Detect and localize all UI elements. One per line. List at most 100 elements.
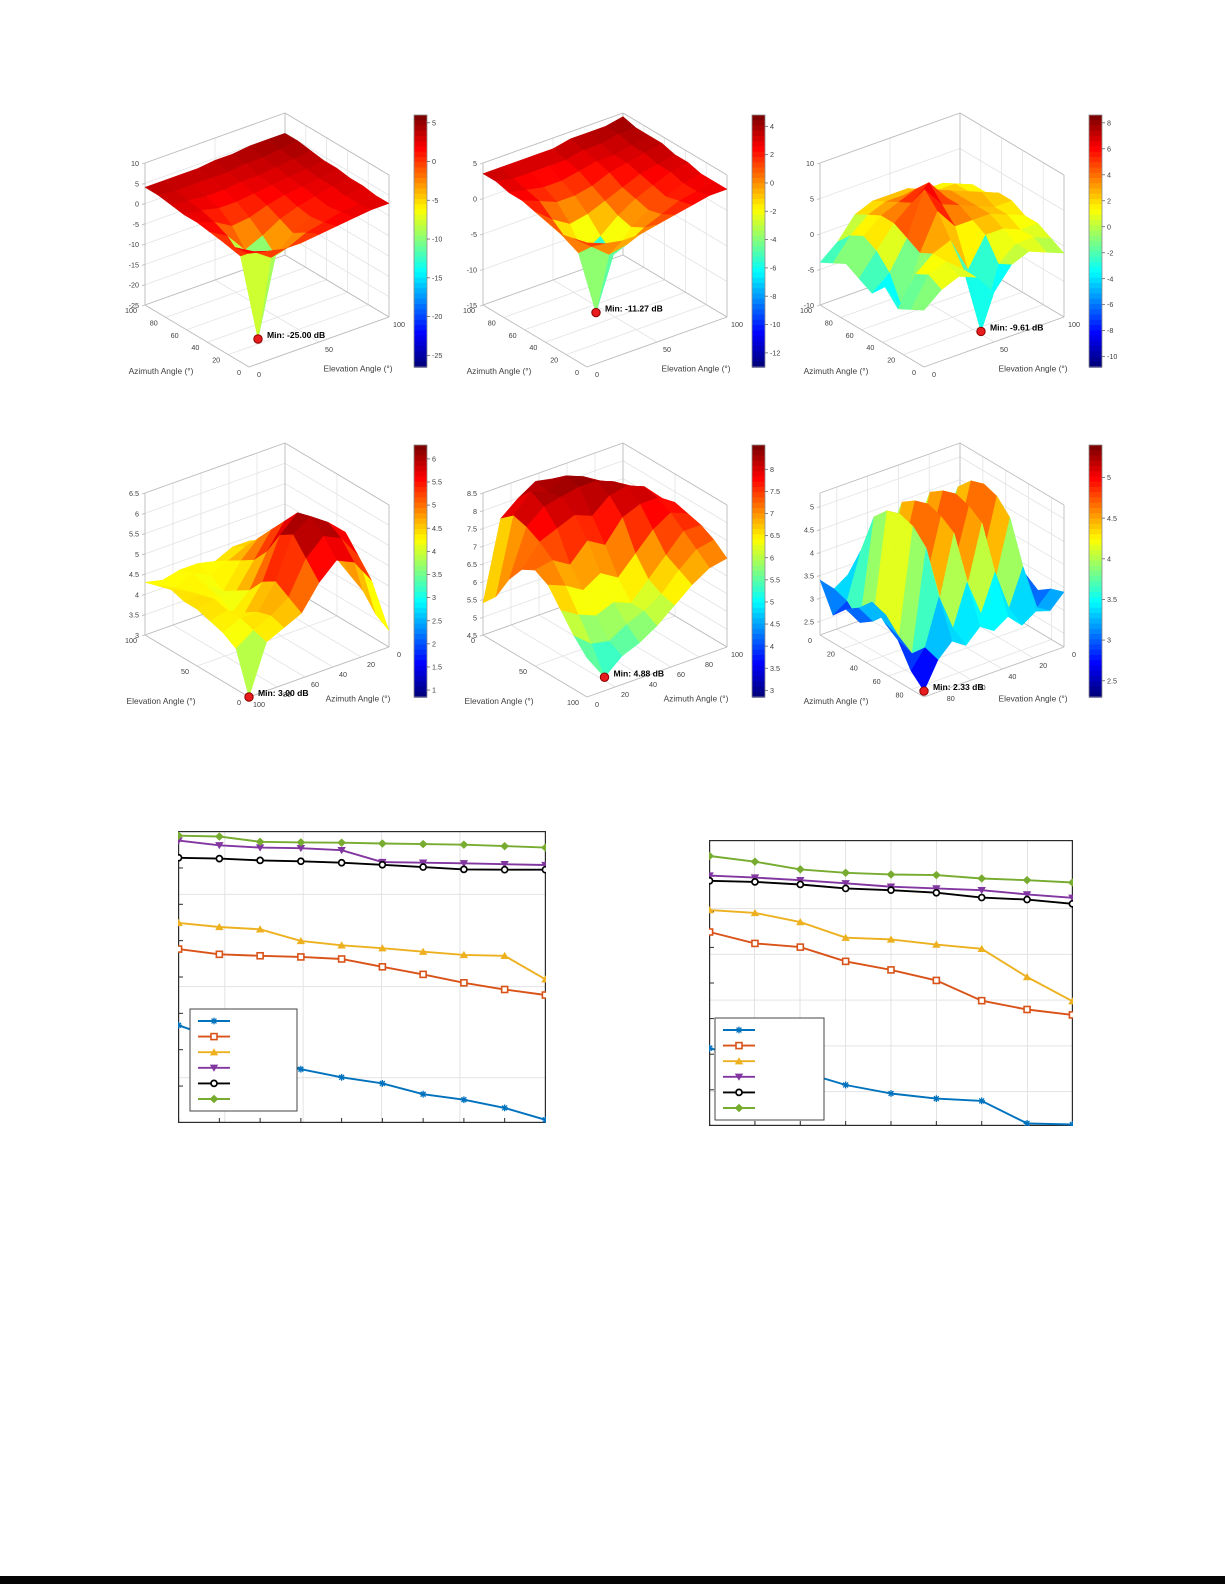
colorbar-tick-label: -20 xyxy=(432,312,442,321)
legend-box xyxy=(189,1008,298,1112)
x-tick-label: 100 xyxy=(1068,320,1080,329)
y-tick-label: 60 xyxy=(846,331,854,340)
y-axis-label: Azimuth Angle (°) xyxy=(804,696,869,706)
colorbar-tick-label: -10 xyxy=(432,235,442,244)
z-tick-label: 10 xyxy=(131,159,139,168)
y-tick-label: 80 xyxy=(488,318,496,327)
legend-marker-square xyxy=(735,1041,743,1050)
y-tick-label: 80 xyxy=(150,318,158,327)
colorbar-tick-label: 4 xyxy=(770,122,774,131)
x-tick-label: 0 xyxy=(595,700,599,709)
x-tick-label: 40 xyxy=(1008,672,1016,681)
colorbar: 5 0 -5 -10 -15 -20 -25 xyxy=(413,114,442,368)
colorbar-tick-label: 2.5 xyxy=(1107,676,1117,685)
z-tick-label: 5 xyxy=(810,195,814,204)
colorbar-tick-label: -4 xyxy=(1107,274,1113,283)
z-tick-label: -15 xyxy=(129,260,139,269)
z-tick-label: 4 xyxy=(810,549,814,558)
z-tick-label: 5.5 xyxy=(467,596,477,605)
z-tick-label: 0 xyxy=(473,195,477,204)
min-marker xyxy=(591,307,601,318)
colorbar-tick-label: 3.5 xyxy=(432,570,442,579)
surface-mesh xyxy=(819,182,1065,333)
x-tick-label: 0 xyxy=(257,370,261,379)
x-tick-label: 100 xyxy=(731,650,743,659)
min-annotation: Min: -9.61 dB xyxy=(990,322,1043,332)
legend-marker-asterisk xyxy=(735,1026,743,1034)
series-triangle-up xyxy=(705,906,1077,1005)
colorbar-tick-label: -10 xyxy=(770,320,780,329)
x-tick-label: 0 xyxy=(1072,650,1076,659)
colorbar: 8 6 4 2 0 -2 -4 -6 -8 -10 xyxy=(1088,114,1117,368)
z-tick-label: 5 xyxy=(810,503,814,512)
legend-marker-triangle-up xyxy=(209,1048,219,1056)
z-tick-label: -10 xyxy=(467,266,477,275)
colorbar-tick-label: 0 xyxy=(770,179,774,188)
colorbar: 5 4.5 4 3.5 3 2.5 xyxy=(1088,444,1117,698)
colorbar-tick-label: 4.5 xyxy=(770,620,780,629)
x-axis-label: Elevation Angle (°) xyxy=(999,364,1068,374)
colorbar-tick-label: 5 xyxy=(1107,473,1111,482)
y-tick-label: 20 xyxy=(550,356,558,365)
z-tick-label: -5 xyxy=(808,266,814,275)
x-tick-label: 50 xyxy=(663,345,671,354)
line-chart-left xyxy=(174,831,550,1128)
colorbar-tick-label: 6.5 xyxy=(770,531,780,540)
x-tick-label: 100 xyxy=(731,320,743,329)
y-tick-label: 60 xyxy=(171,331,179,340)
colorbar: 6 5.5 5 4.5 4 3.5 3 2.5 2 1.5 1 xyxy=(413,444,442,698)
y-tick-label: 20 xyxy=(212,356,220,365)
z-tick-label: 6 xyxy=(135,509,139,518)
z-tick-label: 5.5 xyxy=(129,530,139,539)
colorbar-tick-label: 4.5 xyxy=(1107,514,1117,523)
z-tick-label: 5 xyxy=(473,613,477,622)
legend-marker-diamond xyxy=(734,1103,744,1113)
colorbar-tick-label: 4 xyxy=(770,642,774,651)
y-tick-label: 60 xyxy=(509,331,517,340)
surface-plot-2: 5 0 -5 -10 -15 0 50 100 0 20 40 60 80 100 Min: -11.27 … xyxy=(450,100,780,405)
x-tick-label: 20 xyxy=(367,660,375,669)
z-tick-label: -10 xyxy=(804,301,814,310)
z-tick-label: 8 xyxy=(473,507,477,516)
min-marker xyxy=(599,672,610,682)
series-square xyxy=(174,945,550,999)
y-tick-label: 50 xyxy=(519,667,527,676)
x-axis-label: Azimuth Angle (°) xyxy=(664,694,729,704)
z-tick-label: 6 xyxy=(473,578,477,587)
min-marker xyxy=(976,326,986,337)
legend-marker-triangle-up xyxy=(734,1057,744,1065)
legend-box xyxy=(714,1017,825,1121)
legend-marker-circle xyxy=(735,1088,743,1097)
legend-marker-diamond xyxy=(209,1094,219,1104)
surface-plot-6: 5 4.5 4 3.5 3 2.5 80 60 40 20 0 80 60 40 20 0 Min: 2.33 … xyxy=(787,430,1117,735)
line-chart-right xyxy=(705,840,1077,1131)
min-annotation: Min: -11.27 dB xyxy=(605,304,663,314)
colorbar-tick-label: -6 xyxy=(1107,300,1113,309)
y-tick-label: 60 xyxy=(873,677,881,686)
min-annotation: Min: 2.33 dB xyxy=(933,682,984,692)
colorbar-tick-label: 6 xyxy=(1107,144,1111,153)
colorbar-tick-label: 5 xyxy=(432,501,436,510)
x-tick-label: 100 xyxy=(253,700,265,709)
z-tick-label: 0 xyxy=(135,200,139,209)
y-tick-label: 80 xyxy=(896,691,904,700)
colorbar-tick-label: 6 xyxy=(432,454,436,463)
x-axis-label: Elevation Angle (°) xyxy=(662,364,731,374)
surface-mesh xyxy=(482,475,728,678)
series-triangle-down xyxy=(174,837,550,870)
z-tick-label: 3 xyxy=(135,631,139,640)
legend-marker-triangle-down xyxy=(209,1064,219,1072)
x-axis-label: Elevation Angle (°) xyxy=(324,364,393,374)
y-tick-label: 40 xyxy=(850,663,858,672)
plot-box xyxy=(709,840,1073,1126)
colorbar-tick-label: 5 xyxy=(770,598,774,607)
z-tick-label: 6.5 xyxy=(129,489,139,498)
colorbar-tick-label: 1 xyxy=(432,686,436,695)
x-tick-label: 50 xyxy=(325,345,333,354)
colorbar-tick-label: -8 xyxy=(1107,326,1113,335)
x-tick-label: 60 xyxy=(677,670,685,679)
y-tick-label: 0 xyxy=(237,368,241,377)
colorbar-tick-label: -8 xyxy=(770,292,776,301)
z-tick-label: -10 xyxy=(129,240,139,249)
